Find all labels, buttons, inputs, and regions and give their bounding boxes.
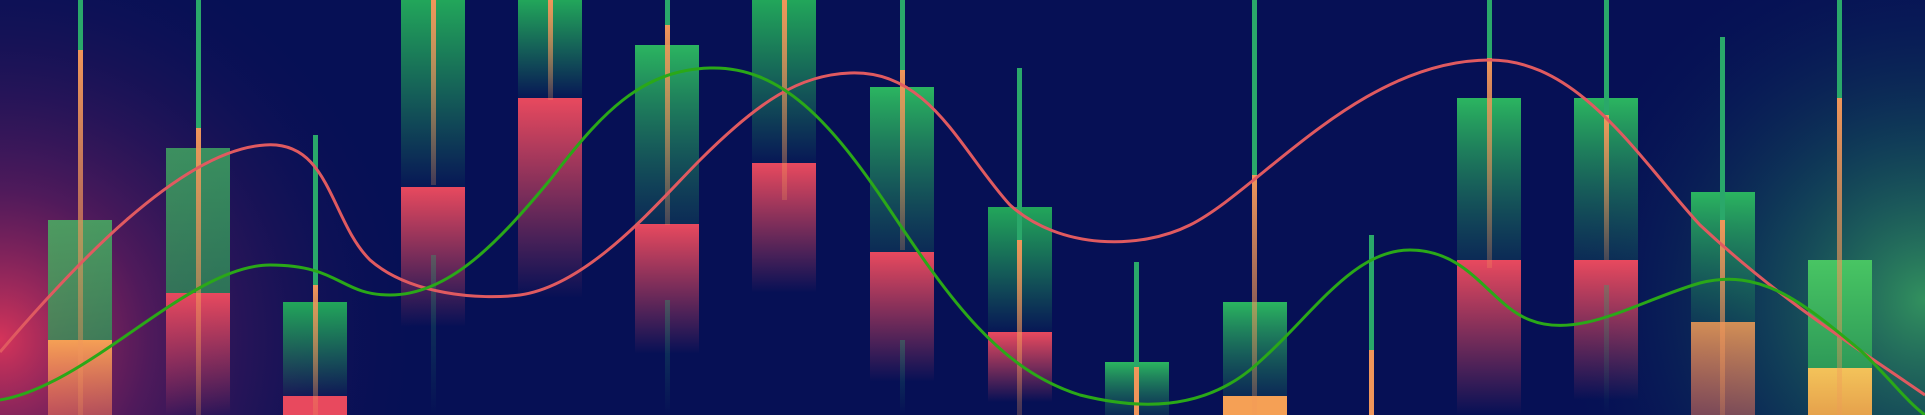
red-trend-line	[0, 58, 1925, 397]
candle	[401, 0, 465, 415]
candle	[635, 0, 699, 415]
candle	[988, 68, 1052, 415]
candle	[1574, 0, 1638, 415]
green-trend-line	[0, 66, 1925, 415]
candle	[283, 135, 347, 415]
candle	[1691, 37, 1755, 415]
candle	[518, 0, 582, 298]
candle	[1105, 262, 1169, 415]
candle	[752, 0, 816, 293]
candle	[870, 0, 934, 415]
candle	[1369, 235, 1374, 415]
candle	[1457, 0, 1521, 415]
candle	[166, 0, 230, 415]
